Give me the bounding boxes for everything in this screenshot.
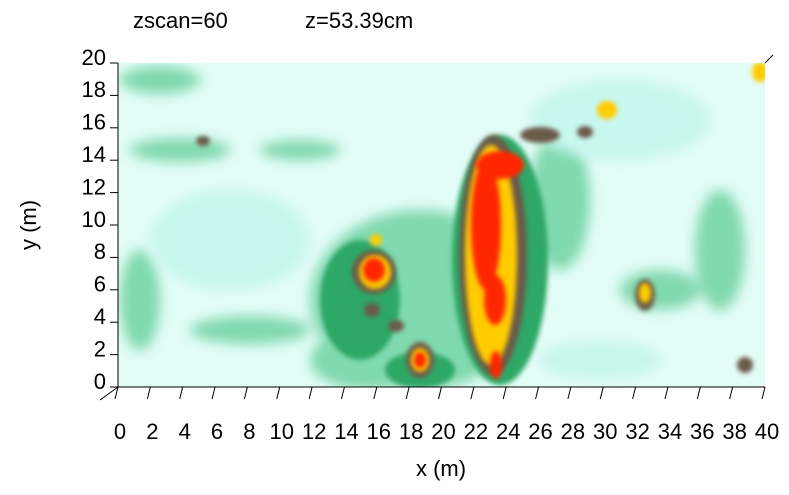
x-tick [502, 386, 507, 400]
x-tick [405, 386, 410, 400]
x-tick [567, 386, 572, 400]
y-tick-label: 12 [82, 174, 106, 199]
x-tick-label: 24 [496, 419, 520, 444]
y-tick-label: 16 [82, 110, 106, 135]
x-tick [373, 386, 378, 400]
x-tick [470, 386, 475, 400]
y-axis-label: y (m) [16, 200, 41, 250]
x-tick [146, 386, 151, 400]
y-tick-label: 2 [94, 336, 106, 361]
y-tick-label: 10 [82, 207, 106, 232]
x-tick-label: 8 [243, 419, 255, 444]
x-tick-label: 30 [593, 419, 617, 444]
y-tick-label: 8 [94, 239, 106, 264]
y-tick-label: 0 [94, 369, 106, 394]
x-tick [438, 386, 442, 400]
x-tick [696, 386, 701, 400]
y-tick-label: 20 [82, 45, 106, 70]
x-tick [729, 386, 734, 400]
x-tick [308, 386, 313, 400]
x-tick [211, 386, 216, 400]
x-tick-label: 10 [270, 419, 294, 444]
x-tick [632, 386, 637, 400]
x-tick-label: 36 [690, 419, 714, 444]
x-tick-label: 18 [399, 419, 423, 444]
x-tick-label: 22 [464, 419, 488, 444]
y-tick-label: 4 [94, 304, 106, 329]
x-tick-label: 40 [755, 419, 779, 444]
x-tick-label: 32 [625, 419, 649, 444]
annotation: z=53.39cm [305, 8, 413, 33]
x-tick-label: 4 [179, 419, 191, 444]
x-tick-label: 6 [211, 419, 223, 444]
x-tick [276, 386, 281, 400]
annotation: zscan=60 [133, 8, 228, 33]
heatmap-field [118, 63, 765, 387]
x-tick [243, 386, 248, 400]
x-tick [114, 386, 119, 400]
x-tick [599, 386, 604, 400]
x-axis-label: x (m) [416, 456, 466, 481]
x-tick [664, 386, 669, 400]
y-tick-label: 6 [94, 272, 106, 297]
x-tick-label: 2 [146, 419, 158, 444]
x-tick-label: 0 [114, 419, 126, 444]
x-tick-label: 12 [302, 419, 326, 444]
x-tick-label: 34 [658, 419, 682, 444]
x-tick-label: 26 [528, 419, 552, 444]
x-tick [340, 386, 345, 400]
x-tick-label: 16 [367, 419, 391, 444]
y-tick-label: 18 [82, 77, 106, 102]
x-tick-label: 28 [561, 419, 585, 444]
x-tick-label: 38 [722, 419, 746, 444]
x-tick [761, 386, 766, 400]
x-tick-label: 14 [334, 419, 358, 444]
x-tick-label: 20 [431, 419, 455, 444]
y-tick-label: 14 [82, 142, 106, 167]
x-tick [535, 386, 540, 400]
x-tick [179, 386, 184, 400]
